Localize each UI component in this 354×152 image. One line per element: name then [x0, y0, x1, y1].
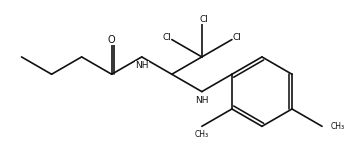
Text: NH: NH: [195, 96, 209, 105]
Text: NH: NH: [135, 61, 148, 70]
Text: Cl: Cl: [162, 33, 171, 42]
Text: Cl: Cl: [199, 15, 208, 24]
Text: CH₃: CH₃: [331, 122, 345, 131]
Text: Cl: Cl: [233, 33, 241, 42]
Text: O: O: [108, 35, 115, 45]
Text: CH₃: CH₃: [195, 131, 209, 140]
